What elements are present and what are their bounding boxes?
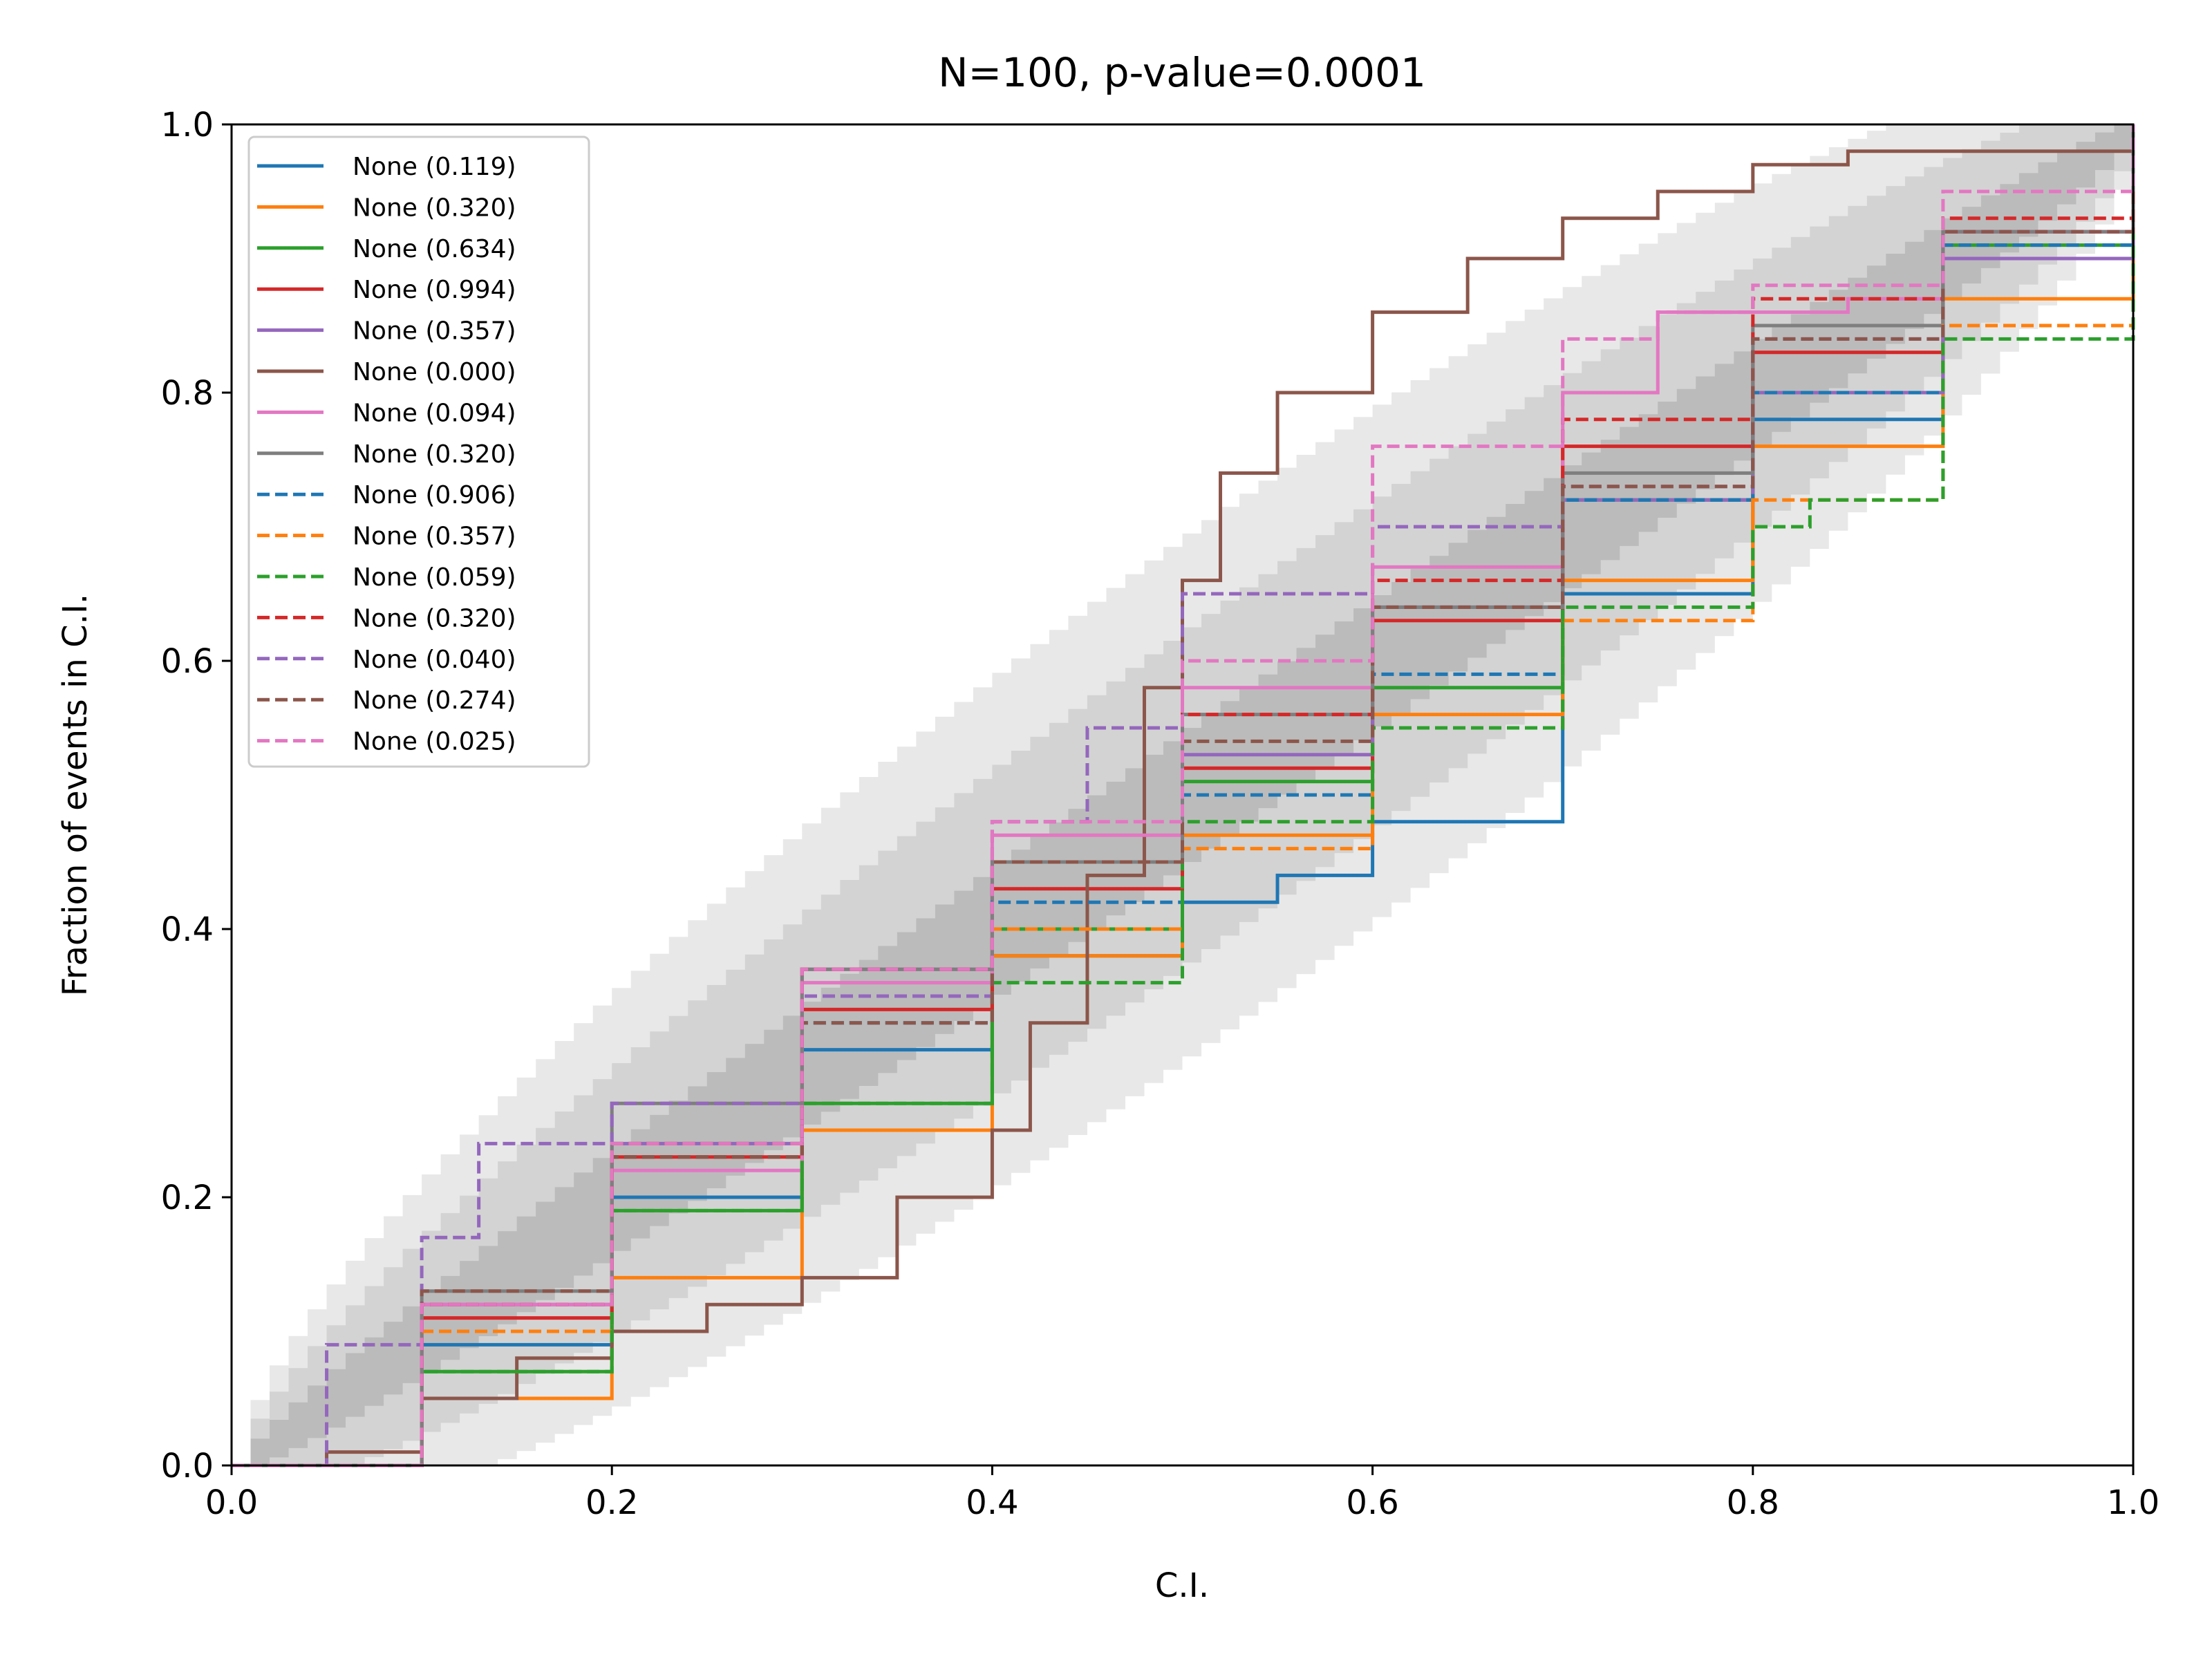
legend-label: None (0.025) (353, 728, 516, 756)
axis-ticks: 0.0 0.2 0.4 0.6 0.8 1.0 0.0 0.2 0.4 0.6 0.8 1.0 (161, 106, 2160, 1522)
y-tick-label: 1.0 (161, 106, 214, 144)
y-tick-label: 0.8 (161, 374, 214, 413)
legend-label: None (0.634) (353, 235, 516, 263)
x-tick-label: 0.8 (1727, 1483, 1779, 1522)
x-axis-label: C.I. (1155, 1566, 1209, 1605)
legend-label: None (0.040) (353, 646, 516, 674)
legend-label: None (0.119) (353, 153, 516, 181)
x-tick-label: 0.2 (585, 1483, 638, 1522)
y-tick-label: 0.0 (161, 1447, 214, 1485)
x-tick-label: 0.6 (1346, 1483, 1398, 1522)
legend-label: None (0.094) (353, 399, 516, 427)
series-lines (232, 124, 2135, 1468)
y-tick-label: 0.2 (161, 1179, 214, 1217)
y-tick-label: 0.6 (161, 642, 214, 681)
legend: None (0.119) None (0.320) None (0.634) None… (247, 135, 590, 768)
legend-box (247, 135, 590, 768)
x-tick-label: 0.4 (966, 1483, 1018, 1522)
x-tick-label: 1.0 (2107, 1483, 2159, 1522)
legend-label: None (0.059) (353, 563, 516, 592)
legend-label: None (0.274) (353, 686, 516, 715)
plot-frame (230, 123, 2135, 1467)
legend-label: None (0.906) (353, 481, 516, 509)
legend-label: None (0.994) (353, 276, 516, 304)
y-axis-label: Fraction of events in C.I. (56, 594, 95, 997)
legend-label: None (0.320) (353, 440, 516, 469)
x-tick-label: 0.0 (205, 1483, 258, 1522)
y-tick-label: 0.4 (161, 910, 214, 949)
legend-label: None (0.357) (353, 523, 516, 551)
legend-label: None (0.000) (353, 358, 516, 386)
chart-title: N=100, p-value=0.0001 (938, 49, 1426, 96)
series-line-15 (232, 124, 2135, 1468)
legend-label: None (0.320) (353, 194, 516, 222)
legend-label: None (0.357) (353, 317, 516, 346)
legend-label: None (0.320) (353, 604, 516, 632)
